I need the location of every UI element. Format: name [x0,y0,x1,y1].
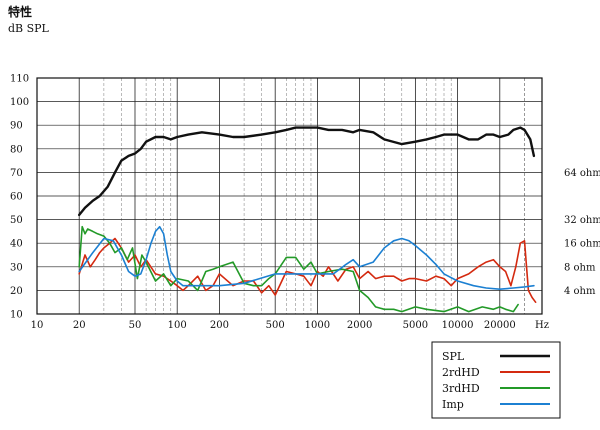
y-tick-label: 70 [10,168,23,179]
x-tick-label: 20000 [484,320,516,331]
x-axis-label: Hz [535,320,549,331]
series-spl-line [77,126,536,217]
y-tick-label: 100 [10,97,29,108]
impedance-label: 4 ohm [564,286,596,297]
impedance-label: 8 ohm [564,262,596,273]
y-tick-label: 90 [10,121,23,132]
x-tick-label: 10000 [442,320,474,331]
chart-title: 特性 [8,5,33,19]
y-tick-label: 110 [10,74,29,85]
x-tick-label: 500 [266,320,285,331]
y-axis-label: dB SPL [8,22,49,35]
x-tick-label: 5000 [403,320,428,331]
series-lines [77,126,537,313]
y-tick-label: 30 [10,262,23,273]
x-tick-label: 50 [129,320,142,331]
impedance-label: 16 ohm [564,239,600,250]
impedance-label: 64 ohm [564,168,600,179]
y-tick-label: 10 [10,310,23,321]
x-tick-label: 2000 [347,320,372,331]
x-tick-label: 20 [73,320,86,331]
y-tick-label: 40 [10,239,23,250]
y-tick-label: 80 [10,144,23,155]
legend-label: Imp [442,398,464,411]
series-2rdhd-line [78,237,537,304]
grid-major [37,77,542,315]
x-tick-label: 100 [168,320,187,331]
impedance-axis-labels: 64 ohm 32 ohm 16 ohm 8 ohm 4 ohm [564,168,600,297]
legend-label: 3rdHD [442,382,480,395]
x-tick-label: 200 [210,320,229,331]
x-tick-labels: 10 20 50 100 200 500 1000 2000 5000 10000 20000 Hz [31,320,549,331]
y-tick-label: 50 [10,215,23,226]
x-tick-label: 1000 [305,320,330,331]
legend-label: 2rdHD [442,366,480,379]
y-tick-label: 60 [10,192,23,203]
y-tick-label: 20 [10,286,23,297]
impedance-label: 32 ohm [564,215,600,226]
plot-frame [36,77,543,315]
legend-label: SPL [442,350,465,363]
series-3rdhd-line [78,225,519,313]
legend: SPL 2rdHD 3rdHD Imp [431,341,561,419]
x-tick-label: 10 [31,320,44,331]
series-imp-line [78,225,535,291]
legend-box [431,341,561,419]
y-tick-labels: 10 20 30 40 50 60 70 80 90 100 110 [10,74,29,321]
